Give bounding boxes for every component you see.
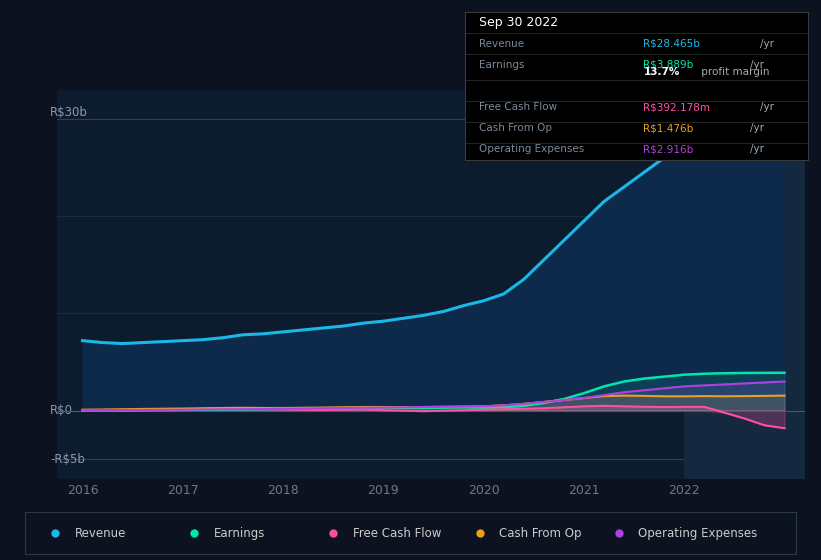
Text: /yr: /yr bbox=[750, 123, 764, 133]
Bar bbox=[684, 90, 805, 479]
Text: Operating Expenses: Operating Expenses bbox=[638, 527, 758, 540]
Text: R$3.889b: R$3.889b bbox=[644, 60, 694, 70]
Text: R$392.178m: R$392.178m bbox=[644, 102, 710, 112]
Text: Earnings: Earnings bbox=[213, 527, 265, 540]
Text: /yr: /yr bbox=[760, 39, 774, 49]
Text: Cash From Op: Cash From Op bbox=[479, 123, 552, 133]
Text: R$2.916b: R$2.916b bbox=[644, 144, 694, 155]
Text: /yr: /yr bbox=[750, 144, 764, 155]
Text: R$28.465b: R$28.465b bbox=[644, 39, 700, 49]
Text: R$1.476b: R$1.476b bbox=[644, 123, 694, 133]
Text: -R$5b: -R$5b bbox=[50, 453, 85, 466]
Text: R$0: R$0 bbox=[50, 404, 73, 417]
Text: Earnings: Earnings bbox=[479, 60, 525, 70]
Text: 13.7%: 13.7% bbox=[644, 67, 680, 77]
Text: R$30b: R$30b bbox=[50, 106, 88, 119]
Text: Free Cash Flow: Free Cash Flow bbox=[353, 527, 441, 540]
Text: Free Cash Flow: Free Cash Flow bbox=[479, 102, 557, 112]
Text: Cash From Op: Cash From Op bbox=[499, 527, 582, 540]
Text: Revenue: Revenue bbox=[75, 527, 126, 540]
Text: Operating Expenses: Operating Expenses bbox=[479, 144, 584, 155]
Text: Revenue: Revenue bbox=[479, 39, 524, 49]
Text: profit margin: profit margin bbox=[698, 67, 770, 77]
Text: /yr: /yr bbox=[750, 60, 764, 70]
Text: Sep 30 2022: Sep 30 2022 bbox=[479, 16, 557, 29]
Text: /yr: /yr bbox=[760, 102, 774, 112]
